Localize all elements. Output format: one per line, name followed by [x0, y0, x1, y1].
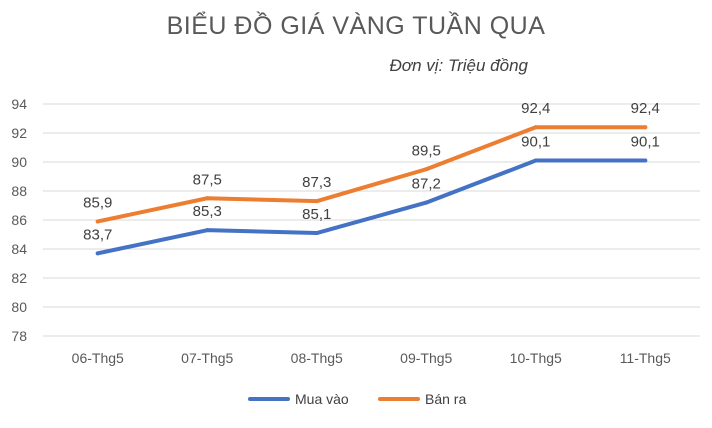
data-point — [314, 231, 319, 236]
data-point — [643, 158, 648, 163]
data-point — [95, 219, 100, 224]
legend-label: Bán ra — [425, 391, 466, 407]
x-tick-label: 11-Thg5 — [620, 350, 671, 366]
y-tick-label: 94 — [11, 96, 27, 112]
x-tick-label: 08-Thg5 — [291, 350, 343, 366]
series-line-mua-vao — [95, 158, 648, 256]
data-label: 83,7 — [83, 226, 112, 243]
data-point — [424, 200, 429, 205]
data-point — [205, 228, 210, 233]
data-label: 87,5 — [193, 171, 222, 188]
y-tick-label: 88 — [11, 183, 27, 199]
y-tick-label: 92 — [11, 125, 27, 141]
data-point — [314, 199, 319, 204]
data-label: 85,3 — [193, 203, 222, 220]
data-point — [643, 125, 648, 130]
y-tick-label: 80 — [11, 299, 27, 315]
data-point — [95, 251, 100, 256]
x-tick-label: 09-Thg5 — [400, 350, 452, 366]
x-tick-label: 06-Thg5 — [72, 350, 124, 366]
data-label: 85,9 — [83, 194, 112, 211]
legend-label: Mua vào — [295, 391, 349, 407]
series-line-ban-ra — [95, 125, 648, 224]
data-point — [424, 167, 429, 172]
y-tick-label: 82 — [11, 270, 27, 286]
data-label: 89,5 — [412, 142, 441, 159]
data-label: 92,4 — [631, 100, 660, 117]
data-label: 92,4 — [521, 100, 550, 117]
chart-title: BIỂU ĐỒ GIÁ VÀNG TUẦN QUA — [166, 12, 546, 40]
x-tick-label: 07-Thg5 — [181, 350, 233, 366]
x-tick-label: 10-Thg5 — [510, 350, 562, 366]
data-label: 85,1 — [302, 206, 331, 223]
y-tick-label: 84 — [11, 241, 27, 257]
data-point — [533, 158, 538, 163]
chart-subtitle: Đơn vị: Triệu đồng — [389, 56, 528, 75]
data-point — [533, 125, 538, 130]
data-label: 87,3 — [302, 174, 331, 191]
y-tick-label: 90 — [11, 154, 27, 170]
data-label: 90,1 — [631, 134, 660, 151]
data-label: 87,2 — [412, 176, 441, 193]
y-tick-label: 78 — [11, 328, 27, 344]
y-tick-label: 86 — [11, 212, 27, 228]
data-label: 90,1 — [521, 134, 550, 151]
data-point — [205, 196, 210, 201]
